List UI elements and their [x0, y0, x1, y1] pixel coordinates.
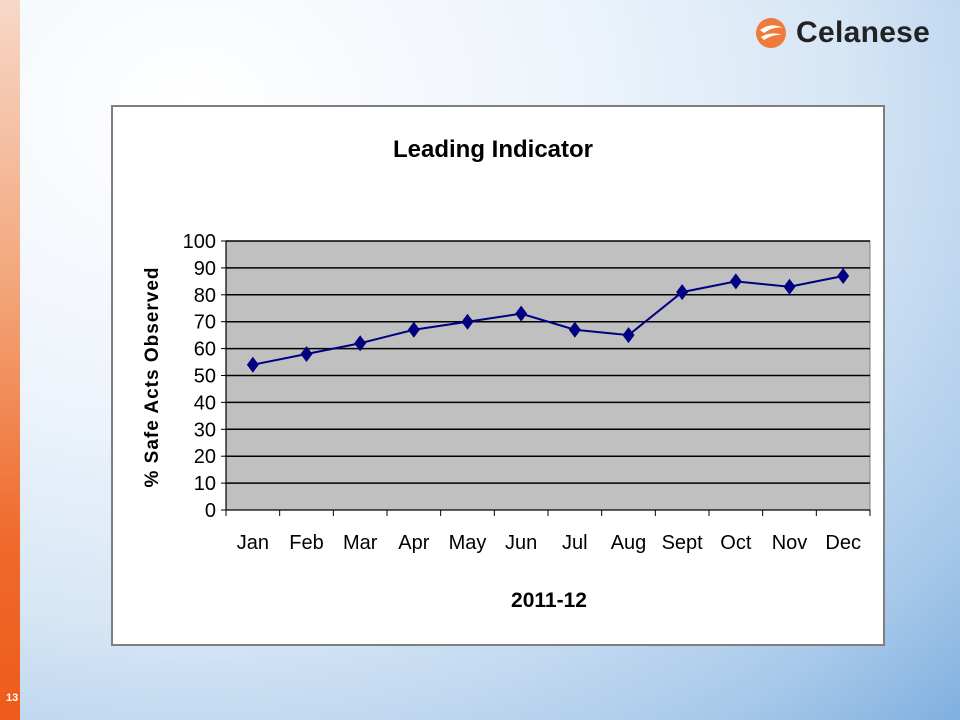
y-tick-label: 10: [194, 473, 216, 495]
data-point: [246, 356, 259, 373]
y-axis-label: % Safe Acts Observed: [142, 267, 163, 488]
y-tick-label: 50: [194, 366, 216, 388]
x-tick-label: Sept: [662, 532, 704, 554]
data-point: [461, 313, 474, 330]
data-point: [354, 335, 367, 352]
y-tick-label: 60: [194, 339, 216, 361]
data-point: [407, 321, 420, 338]
plot-area: 0 10 20 30 40 50 60 70 80 90 100 Jan Feb Mar Apr May Jun…: [183, 231, 871, 554]
y-tick-label: 90: [194, 258, 216, 280]
data-point: [676, 284, 689, 301]
y-tick-label: 40: [194, 392, 216, 414]
x-tick-label: Oct: [720, 532, 752, 554]
x-tick-label: Dec: [825, 532, 861, 554]
chart-title: Leading Indicator: [393, 136, 593, 163]
y-tick-label: 0: [205, 500, 216, 522]
brand-name: Celanese: [796, 16, 931, 49]
x-tick-label: Nov: [772, 532, 808, 554]
brand-logo: Celanese: [754, 16, 930, 50]
data-point: [568, 321, 581, 338]
x-tick-label: Jul: [562, 532, 588, 554]
page-number: 13: [6, 692, 19, 704]
x-tick-label: Feb: [289, 532, 323, 554]
left-accent-strip: [0, 0, 20, 720]
series-line: [252, 274, 844, 366]
x-tick-label: Mar: [343, 532, 378, 554]
data-point: [622, 327, 635, 344]
x-tick-label: Aug: [611, 532, 647, 554]
x-tick-label: Jun: [505, 532, 537, 554]
data-point: [300, 345, 313, 362]
y-tick-label: 20: [194, 446, 216, 468]
y-tick-label: 30: [194, 419, 216, 441]
data-point: [837, 267, 850, 284]
line-chart: Leading Indicator 0 10 20 30 40 50 60 70 80 90 100…: [142, 136, 871, 612]
y-tick-label: 80: [194, 285, 216, 307]
x-axis-label: 2011-12: [511, 589, 587, 612]
x-tick-label: May: [449, 532, 487, 554]
chart-frame: Leading Indicator 0 10 20 30 40 50 60 70 80 90 100…: [111, 105, 885, 646]
data-point: [783, 278, 796, 295]
x-tick-label: Apr: [398, 532, 429, 554]
data-point: [729, 273, 742, 290]
data-point: [515, 305, 528, 322]
y-tick-label: 70: [194, 312, 216, 334]
y-tick-label: 100: [183, 231, 216, 253]
x-tick-label: Jan: [237, 532, 269, 554]
celanese-logo-icon: [756, 18, 786, 48]
